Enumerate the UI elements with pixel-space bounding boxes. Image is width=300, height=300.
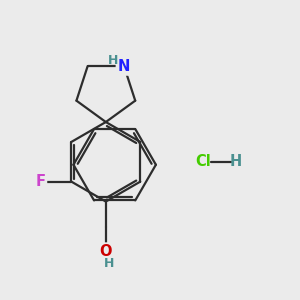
Text: H: H bbox=[229, 154, 242, 169]
Text: N: N bbox=[118, 58, 130, 74]
Text: F: F bbox=[35, 174, 46, 189]
Text: H: H bbox=[103, 257, 114, 271]
Text: H: H bbox=[108, 54, 118, 67]
Text: Cl: Cl bbox=[195, 154, 211, 169]
Text: O: O bbox=[100, 244, 112, 259]
